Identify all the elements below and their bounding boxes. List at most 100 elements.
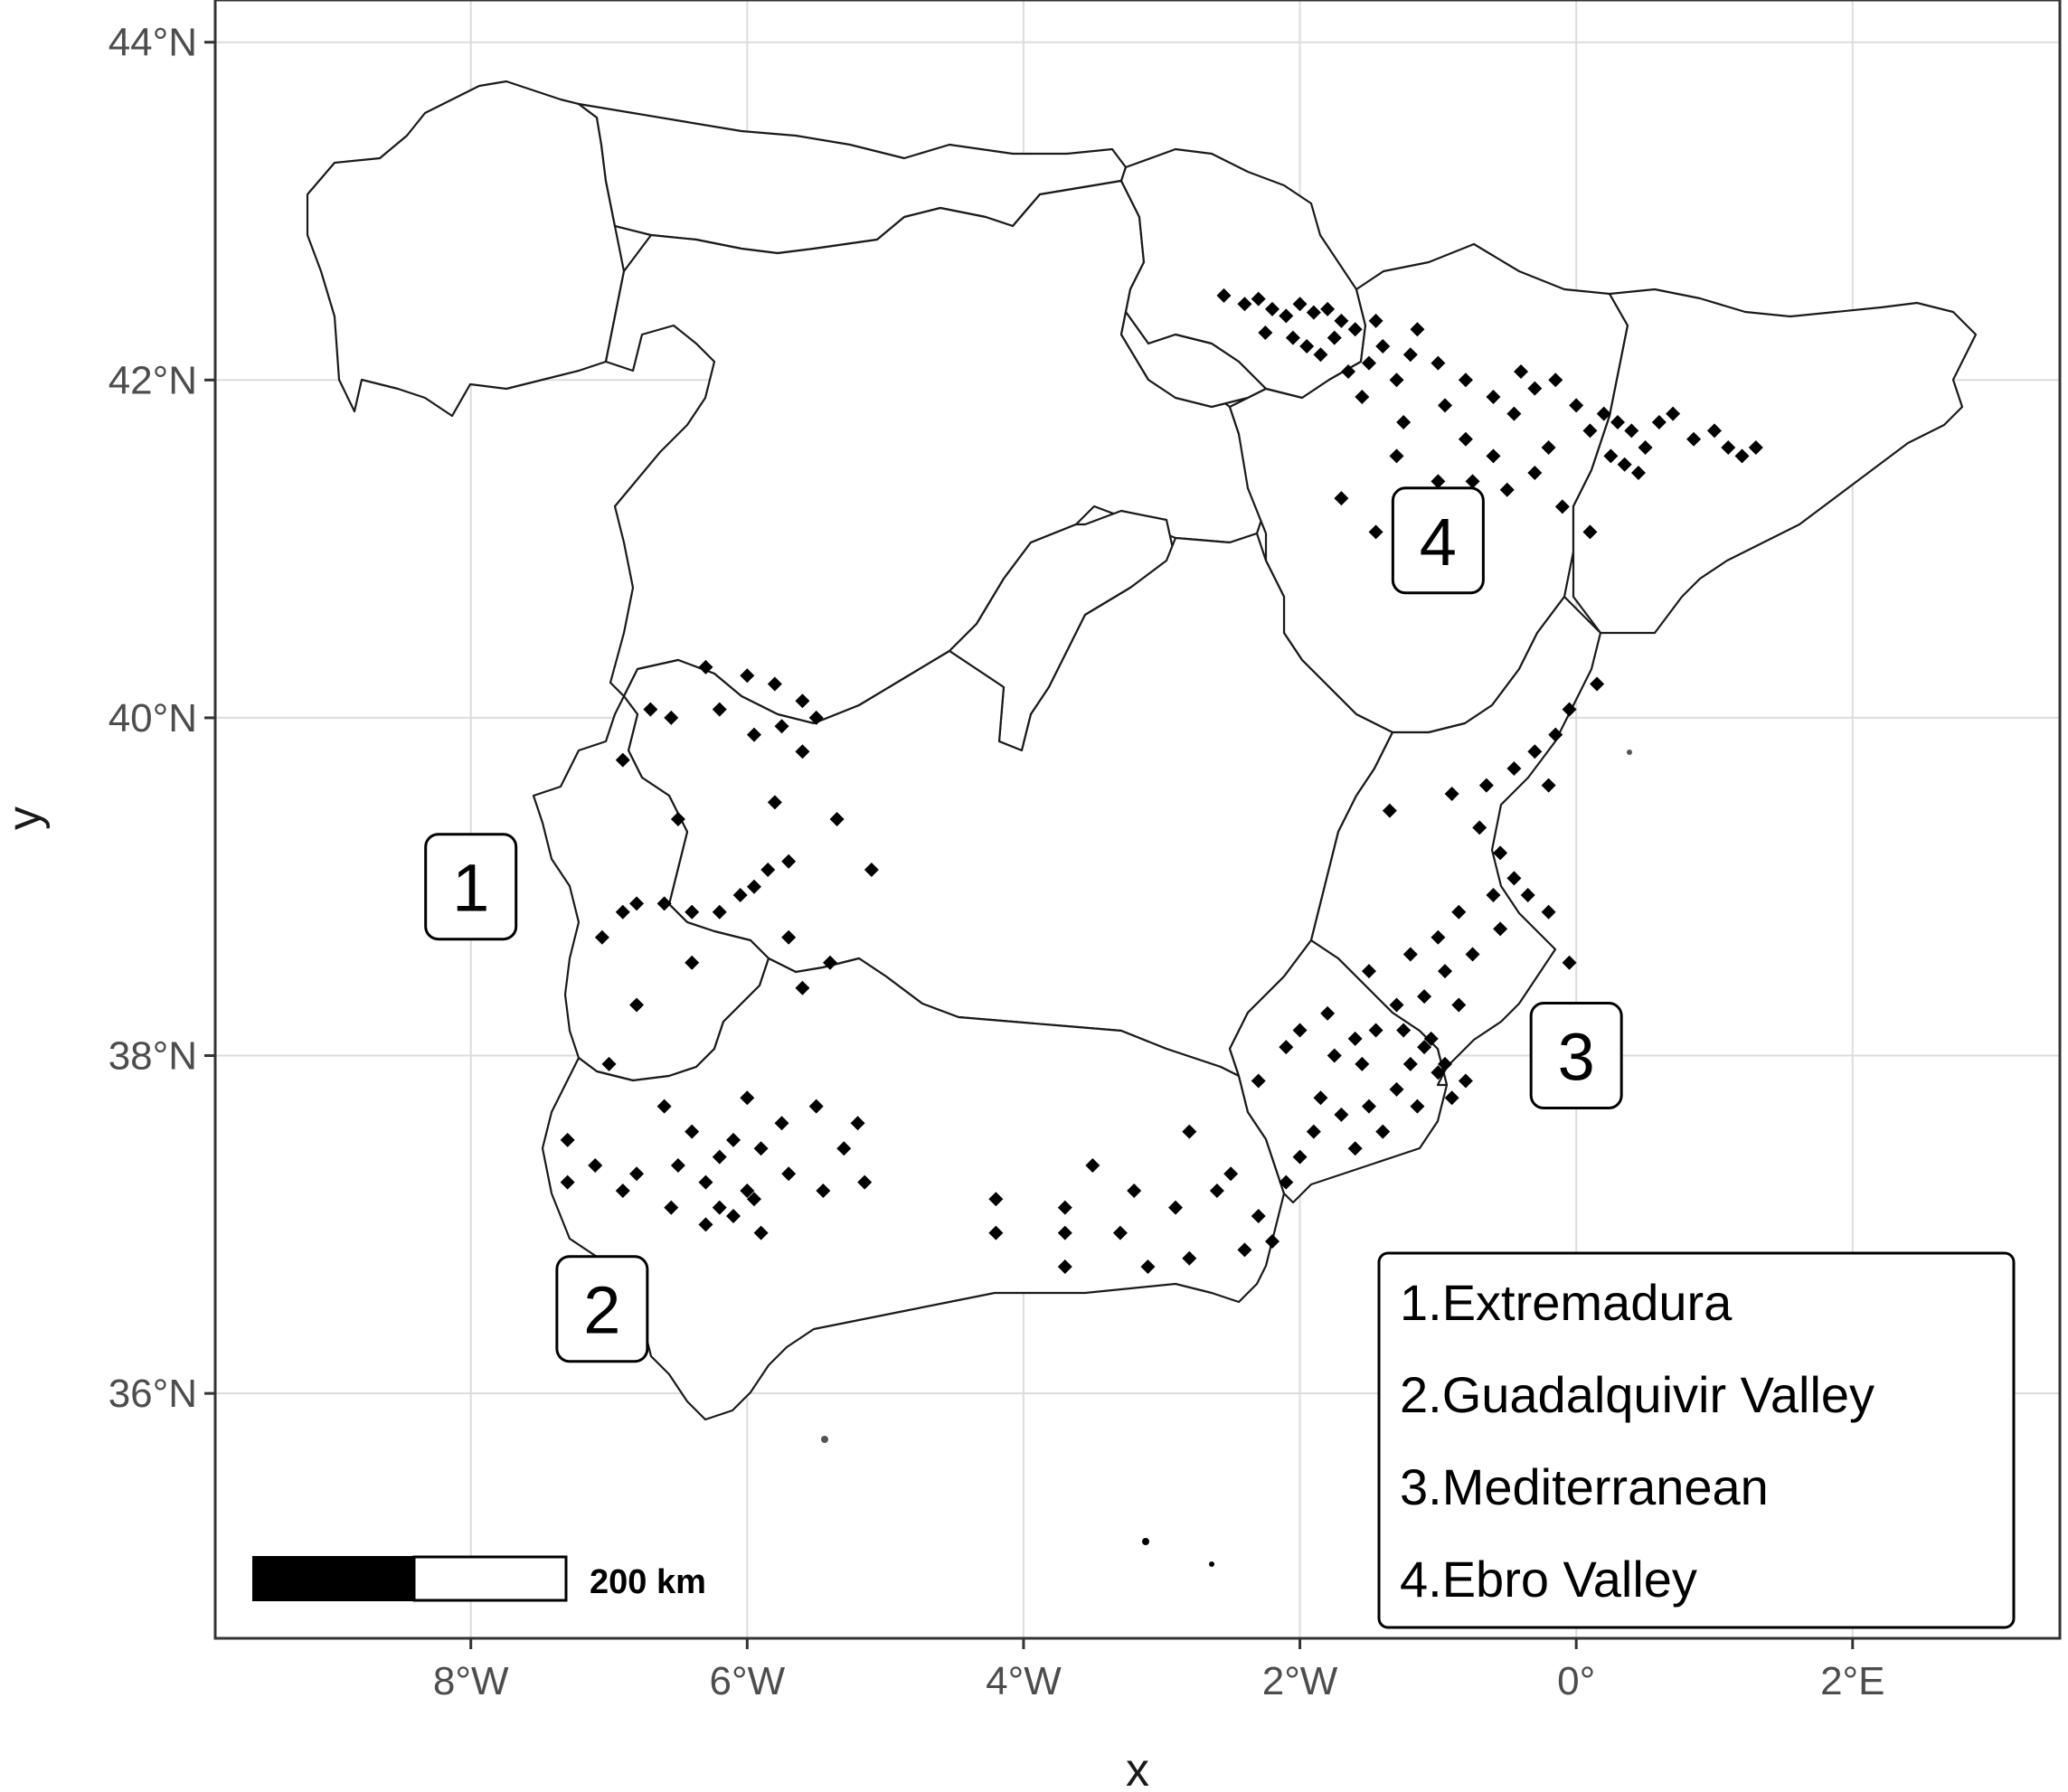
map-dots-islands [821,750,1632,1567]
sample-point-ebro [1630,466,1646,481]
scale-bar: 200 km [252,1555,706,1602]
sample-point-mediterranean [1423,1031,1439,1046]
sample-point-guadalquivir [988,1192,1004,1207]
sample-point-mediterranean [1368,1023,1383,1038]
legend-box: 1.Extremadura 2.Guadalquivir Valley 3.Me… [1377,1251,2016,1629]
sample-point-guadalquivir [988,1225,1004,1240]
sample-point-guadalquivir [781,1166,797,1182]
sample-point-mediterranean [1431,929,1446,945]
zone-label-number: 1 [452,851,489,926]
island-dot [821,1436,828,1443]
zone-label-3: 3 [1529,1002,1623,1110]
sample-point-ebro [1527,381,1543,396]
legend-frame [1377,1251,2016,1629]
y-axis-title: y [0,806,51,830]
sample-point-ebro [1396,415,1412,430]
sample-point-extremadura [795,744,810,759]
sample-point-extremadura [864,863,879,878]
sample-point-ebro [1237,297,1252,312]
sample-point-mediterranean [1402,1056,1418,1071]
sample-point-guadalquivir [1182,1124,1197,1139]
sample-point-guadalquivir [1057,1259,1072,1275]
sample-point-mediterranean [1417,989,1432,1004]
sample-point-ebro [1506,406,1522,421]
sample-point-mediterranean [1320,1005,1336,1021]
sample-point-mediterranean [1520,888,1535,903]
x-tick-label: 6°W [710,1659,786,1703]
sample-point-ebro [1327,330,1342,345]
sample-point-extremadura [795,980,810,995]
sample-point-mediterranean [1486,888,1501,903]
x-tick-label: 8°W [433,1659,509,1703]
sample-point-ebro [1334,313,1349,328]
sample-point-mediterranean [1541,778,1556,793]
x-tick-label: 2°E [1820,1659,1884,1703]
sample-point-extremadura [746,879,761,894]
sample-point-extremadura [767,676,782,692]
sample-point-mediterranean [1444,786,1459,801]
sample-point-extremadura [656,896,672,911]
sample-point-ebro [1431,474,1446,489]
zone-label-2: 2 [555,1255,649,1363]
sample-point-ebro [1582,423,1598,439]
sample-point-ebro [1721,440,1736,456]
sample-point-ebro [1389,373,1404,388]
sample-point-extremadura [670,812,685,826]
sample-point-extremadura [740,668,755,684]
x-tick-label: 2°W [1262,1659,1338,1703]
sample-point-guadalquivir [836,1141,852,1156]
sample-point-guadalquivir [857,1174,873,1190]
sample-point-ebro [1279,308,1294,324]
sample-point-ebro [1638,440,1653,456]
sample-point-extremadura [629,997,645,1013]
sample-point-extremadura [615,904,630,920]
sample-point-extremadura [823,955,837,970]
sample-point-mediterranean [1478,778,1494,793]
sample-point-guadalquivir [712,1200,727,1215]
sample-point-ebro [1499,482,1515,497]
sample-point-extremadura [629,896,645,911]
y-axis: 44°N 42°N 40°N 38°N 36°N [109,21,215,1416]
sample-point-guadalquivir [601,1056,617,1071]
sample-point-ebro [1258,325,1273,341]
sample-point-ebro [1617,457,1632,472]
sample-point-guadalquivir [1264,1234,1280,1250]
sample-point-mediterranean [1382,803,1397,818]
sample-point-ebro [1216,288,1232,303]
zone-label-box [424,833,518,941]
sample-point-mediterranean [1306,1124,1321,1139]
y-tick-label: 36°N [109,1372,197,1416]
sample-point-mediterranean [1506,760,1522,776]
sample-point-mediterranean [1355,1056,1370,1071]
sample-point-mediterranean [1279,1174,1294,1190]
sample-point-extremadura [712,904,727,920]
sample-point-ebro [1334,491,1349,506]
sample-point-guadalquivir [664,1200,679,1215]
island-dot [1627,750,1632,755]
sample-point-guadalquivir [746,1192,761,1207]
x-tick-label: 0° [1557,1659,1595,1703]
sample-point-mediterranean [1438,1056,1452,1071]
sample-point-mediterranean [1292,1023,1308,1038]
legend-item-1: 1.Extremadura [1400,1274,1733,1331]
sample-point-guadalquivir [629,1166,645,1182]
sample-point-ebro [1541,440,1556,456]
sample-point-extremadura [664,710,679,725]
sample-point-extremadura [685,904,700,920]
sample-point-mediterranean [1389,997,1404,1013]
sample-point-ebro [1458,431,1473,447]
sample-point-guadalquivir [816,1183,831,1198]
sample-point-guadalquivir [1209,1183,1224,1198]
sample-point-ebro [1431,355,1446,371]
sample-point-extremadura [615,752,630,768]
sample-point-mediterranean [1313,1090,1328,1106]
region-castilla-leon [604,179,1268,725]
x-axis-title: x [1126,1744,1149,1792]
sample-point-ebro [1465,474,1480,489]
melilla-dot [1209,1561,1214,1567]
sample-point-extremadura [808,710,824,725]
sample-point-mediterranean [1472,820,1487,835]
x-tick-label: 4°W [986,1659,1062,1703]
sample-point-guadalquivir [740,1183,755,1198]
